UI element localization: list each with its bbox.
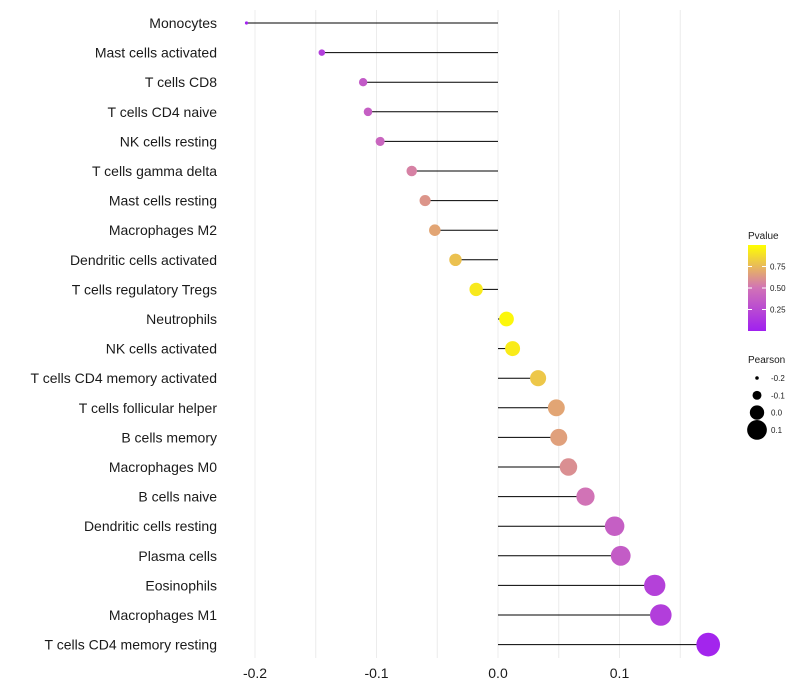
lollipop-point <box>650 604 672 626</box>
pearson-legend-dot <box>747 420 767 440</box>
lollipop-point <box>318 49 326 56</box>
x-tick-label: 0.1 <box>610 665 630 681</box>
y-axis-label: B cells naive <box>138 489 217 505</box>
pvalue-tick-label: 0.50 <box>770 284 786 293</box>
y-axis-label: Dendritic cells activated <box>70 252 217 268</box>
lollipop-point <box>610 545 631 566</box>
pvalue-colorbar <box>748 245 766 331</box>
y-axis-label: Macrophages M1 <box>109 607 217 623</box>
lollipop-point <box>604 516 625 536</box>
y-axis-label: NK cells activated <box>106 341 217 357</box>
lollipop-point <box>419 195 431 207</box>
lollipop-point <box>547 399 565 417</box>
pvalue-tick-label: 0.75 <box>770 263 786 272</box>
pvalue-tick-label: 0.25 <box>770 306 786 315</box>
y-axis-label: T cells follicular helper <box>79 400 218 416</box>
pearson-legend-entries: -0.2 -0.1 0.0 0.1 <box>747 374 785 440</box>
lollipop-point <box>499 311 514 327</box>
pearson-legend-dot <box>755 376 759 380</box>
x-tick-label: -0.2 <box>243 665 267 681</box>
pearson-legend-label: -0.2 <box>771 374 785 383</box>
y-axis-label: T cells CD8 <box>145 74 217 90</box>
lollipop-point <box>644 574 666 597</box>
y-axis-label: Monocytes <box>149 15 217 31</box>
y-axis-labels: Monocytes Mast cells activated T cells CD8… <box>31 15 218 653</box>
lollipop-point <box>406 165 417 177</box>
x-axis-ticks: -0.2 -0.1 0.0 0.1 <box>243 665 630 681</box>
pearson-legend-label: -0.1 <box>771 391 785 400</box>
pearson-legend-title: Pearson <box>748 355 785 366</box>
lollipop-point <box>363 107 373 117</box>
y-axis-label: Macrophages M0 <box>109 459 217 475</box>
y-axis-label: Neutrophils <box>146 311 217 327</box>
y-axis-label: T cells CD4 memory activated <box>31 370 217 386</box>
x-tick-label: -0.1 <box>364 665 388 681</box>
pvalue-legend: Pvalue 0.75 0.50 0.25 <box>748 231 786 331</box>
lollipop-point <box>449 253 462 267</box>
y-axis-label: Macrophages M2 <box>109 222 217 238</box>
y-axis-label: T cells gamma delta <box>92 163 217 179</box>
grid-lines <box>254 10 681 658</box>
y-axis-label: B cells memory <box>121 429 217 445</box>
pearson-legend-dot <box>749 405 765 420</box>
y-axis-label: Mast cells resting <box>109 193 217 209</box>
pvalue-legend-ticks: 0.75 0.50 0.25 <box>748 263 786 315</box>
stems <box>246 22 709 646</box>
lollipop-point <box>696 632 721 657</box>
pearson-legend-label: 0.0 <box>771 409 783 418</box>
pearson-legend-dot <box>752 390 762 400</box>
pearson-legend-label: 0.1 <box>771 426 783 435</box>
lollipop-point <box>469 282 483 297</box>
y-axis-label: T cells CD4 naive <box>108 104 218 120</box>
pearson-legend: Pearson -0.2 -0.1 0.0 0.1 <box>747 355 785 440</box>
y-axis-label: T cells CD4 memory resting <box>45 637 217 653</box>
lollipop-point <box>505 341 521 357</box>
lollipop-point <box>358 78 368 87</box>
lollipop-point <box>530 370 547 387</box>
y-axis-label: Plasma cells <box>138 548 217 564</box>
lollipop-point <box>375 136 385 146</box>
pvalue-legend-title: Pvalue <box>748 231 779 242</box>
lollipop-point <box>550 428 568 446</box>
y-axis-label: NK cells resting <box>120 133 217 149</box>
lollipop-point <box>559 458 578 476</box>
y-axis-label: Eosinophils <box>145 577 217 593</box>
y-axis-label: Mast cells activated <box>95 45 217 61</box>
y-axis-label: Dendritic cells resting <box>84 518 217 534</box>
lollipop-point <box>429 224 441 236</box>
x-tick-label: 0.0 <box>488 665 508 681</box>
y-axis-label: T cells regulatory Tregs <box>72 281 217 297</box>
points <box>244 21 721 657</box>
lollipop-point <box>244 21 249 25</box>
lollipop-point <box>576 487 595 506</box>
